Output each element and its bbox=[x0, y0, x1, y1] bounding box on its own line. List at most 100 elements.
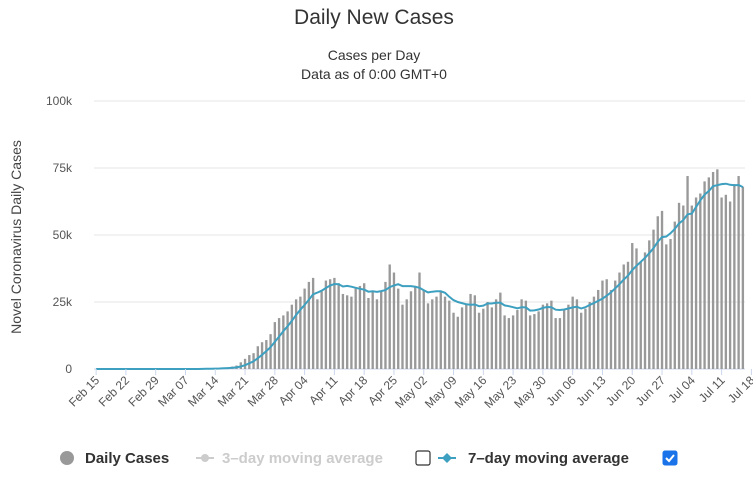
daily-cases-bar[interactable] bbox=[524, 300, 528, 369]
daily-cases-bar[interactable] bbox=[358, 285, 362, 369]
daily-cases-bar[interactable] bbox=[580, 312, 583, 369]
daily-cases-bar[interactable] bbox=[724, 194, 728, 369]
daily-cases-bar[interactable] bbox=[290, 304, 294, 369]
daily-cases-bar[interactable] bbox=[737, 176, 740, 369]
daily-cases-bar[interactable] bbox=[490, 307, 494, 369]
daily-cases-bar[interactable] bbox=[571, 296, 574, 369]
daily-cases-bar[interactable] bbox=[443, 296, 447, 369]
daily-cases-bar[interactable] bbox=[248, 355, 251, 369]
daily-cases-bar[interactable] bbox=[562, 310, 566, 369]
daily-cases-bar[interactable] bbox=[311, 277, 315, 369]
daily-cases-bar[interactable] bbox=[243, 358, 247, 369]
daily-cases-bar[interactable] bbox=[626, 261, 630, 369]
daily-cases-bar[interactable] bbox=[405, 299, 408, 369]
daily-cases-bar[interactable] bbox=[388, 264, 391, 369]
daily-cases-bar[interactable] bbox=[639, 261, 642, 369]
daily-cases-bar[interactable] bbox=[303, 288, 306, 369]
daily-cases-bar[interactable] bbox=[728, 201, 732, 370]
daily-cases-bar[interactable] bbox=[618, 272, 621, 369]
daily-cases-bar[interactable] bbox=[375, 299, 379, 369]
daily-cases-bar[interactable] bbox=[575, 299, 579, 369]
daily-cases-bar[interactable] bbox=[643, 252, 647, 369]
daily-cases-bar[interactable] bbox=[328, 279, 332, 369]
daily-cases-bar[interactable] bbox=[316, 299, 319, 369]
daily-cases-bar[interactable] bbox=[648, 240, 651, 369]
daily-cases-bar[interactable] bbox=[460, 307, 464, 369]
daily-cases-bar[interactable] bbox=[711, 172, 715, 369]
daily-cases-bar[interactable] bbox=[282, 315, 285, 369]
daily-cases-bar[interactable] bbox=[550, 300, 553, 369]
daily-cases-bar[interactable] bbox=[426, 303, 430, 369]
daily-cases-bar[interactable] bbox=[584, 308, 587, 369]
daily-cases-bar[interactable] bbox=[482, 308, 485, 369]
daily-cases-bar[interactable] bbox=[665, 244, 668, 369]
daily-cases-bar[interactable] bbox=[452, 312, 455, 369]
daily-cases-bar[interactable] bbox=[558, 318, 562, 369]
daily-cases-bar[interactable] bbox=[499, 292, 502, 369]
daily-cases-bar[interactable] bbox=[592, 296, 596, 369]
daily-cases-bar[interactable] bbox=[380, 291, 383, 369]
daily-cases-bar[interactable] bbox=[528, 315, 532, 369]
daily-cases-bar[interactable] bbox=[392, 272, 396, 369]
daily-cases-bar[interactable] bbox=[435, 296, 438, 369]
daily-cases-bar[interactable] bbox=[473, 295, 476, 369]
legend-item[interactable]: 7–day moving average bbox=[438, 450, 629, 467]
daily-cases-bar[interactable] bbox=[614, 280, 617, 369]
daily-cases-bar[interactable] bbox=[409, 291, 413, 369]
daily-cases-bar[interactable] bbox=[541, 304, 545, 369]
legend-item[interactable]: 3–day moving average bbox=[196, 450, 383, 467]
daily-cases-bar[interactable] bbox=[537, 311, 540, 369]
daily-cases-bar[interactable] bbox=[286, 311, 289, 369]
daily-cases-bar[interactable] bbox=[720, 197, 723, 369]
daily-cases-bar[interactable] bbox=[545, 303, 549, 369]
daily-cases-bar[interactable] bbox=[422, 289, 425, 369]
moving-average-line[interactable] bbox=[96, 182, 744, 370]
daily-cases-bar[interactable] bbox=[294, 299, 298, 369]
daily-cases-bar[interactable] bbox=[601, 280, 604, 369]
daily-cases-bar[interactable] bbox=[703, 181, 706, 369]
daily-cases-bar[interactable] bbox=[609, 289, 613, 369]
daily-cases-bar[interactable] bbox=[682, 205, 685, 369]
daily-cases-bar[interactable] bbox=[269, 334, 272, 369]
daily-cases-bar[interactable] bbox=[507, 318, 511, 369]
daily-cases-bar[interactable] bbox=[324, 280, 328, 369]
daily-cases-bar[interactable] bbox=[635, 248, 638, 369]
daily-cases-bar[interactable] bbox=[699, 193, 702, 369]
daily-cases-bar[interactable] bbox=[273, 322, 277, 369]
daily-cases-bar[interactable] bbox=[277, 318, 281, 369]
daily-cases-bar[interactable] bbox=[486, 302, 489, 369]
daily-cases-bar[interactable] bbox=[448, 300, 451, 369]
daily-cases-bar[interactable] bbox=[337, 283, 340, 369]
daily-cases-bar[interactable] bbox=[401, 304, 404, 369]
daily-cases-bar[interactable] bbox=[707, 177, 711, 369]
daily-cases-bar[interactable] bbox=[597, 289, 600, 369]
daily-cases-bar[interactable] bbox=[456, 316, 459, 369]
daily-cases-bar[interactable] bbox=[554, 318, 557, 369]
daily-cases-bar[interactable] bbox=[439, 291, 442, 369]
daily-cases-bar[interactable] bbox=[350, 296, 353, 369]
daily-cases-bar[interactable] bbox=[622, 264, 625, 369]
daily-cases-bar[interactable] bbox=[367, 297, 370, 369]
daily-cases-bar[interactable] bbox=[414, 285, 417, 369]
daily-cases-bar[interactable] bbox=[341, 293, 345, 369]
daily-cases-bar[interactable] bbox=[690, 205, 693, 369]
daily-cases-bar[interactable] bbox=[345, 295, 349, 369]
daily-cases-bar[interactable] bbox=[652, 229, 655, 369]
legend-checkbox[interactable] bbox=[662, 450, 678, 466]
daily-cases-bar[interactable] bbox=[333, 277, 336, 369]
daily-cases-bar[interactable] bbox=[520, 299, 523, 369]
daily-cases-bar[interactable] bbox=[631, 243, 634, 369]
legend-checkbox[interactable] bbox=[415, 450, 431, 466]
daily-cases-bar[interactable] bbox=[477, 312, 481, 369]
daily-cases-bar[interactable] bbox=[320, 291, 323, 369]
daily-cases-bar[interactable] bbox=[354, 288, 357, 369]
legend-item[interactable]: Daily Cases bbox=[60, 450, 169, 467]
daily-cases-bar[interactable] bbox=[686, 176, 689, 369]
daily-cases-bar[interactable] bbox=[299, 296, 302, 369]
daily-cases-bar[interactable] bbox=[465, 304, 468, 369]
daily-cases-bar[interactable] bbox=[503, 315, 506, 369]
daily-cases-bar[interactable] bbox=[733, 184, 736, 369]
daily-cases-bar[interactable] bbox=[307, 281, 311, 369]
daily-cases-bar[interactable] bbox=[516, 310, 519, 369]
daily-cases-bar[interactable] bbox=[694, 197, 698, 369]
